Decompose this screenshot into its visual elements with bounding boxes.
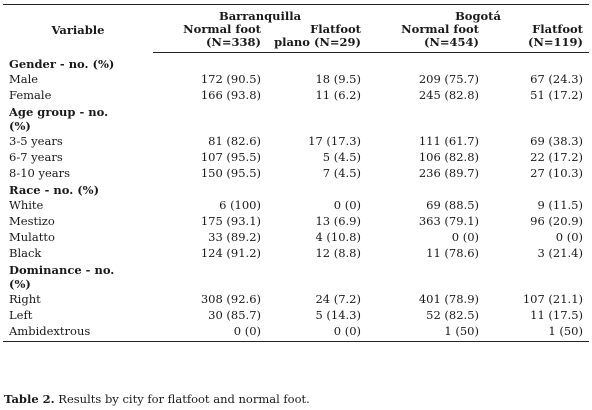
table-cell: 209 (75.7) <box>418 72 479 86</box>
row-label: Female <box>9 88 52 102</box>
table-cell: 5 (4.5) <box>322 150 361 164</box>
table-row: Left 30 (85.7) 5 (14.3) 52 (82.5) 11 (17.5) <box>3 307 589 323</box>
table-cell: 30 (85.7) <box>208 308 261 322</box>
table-cell: 96 (20.9) <box>530 214 583 228</box>
table-cell: 0 (0) <box>333 198 361 212</box>
table-cell: 11 (17.5) <box>530 308 583 322</box>
table-cell: 401 (78.9) <box>418 292 479 306</box>
table-row: Right 308 (92.6) 24 (7.2) 401 (78.9) 107 (21… <box>3 291 589 307</box>
caption-text: Results by city for flatfoot and normal … <box>54 392 310 406</box>
variable-header: Variable <box>3 4 153 53</box>
results-table: Variable Barranquilla Bogotá Normal foot… <box>3 4 589 342</box>
table-cell: 67 (24.3) <box>530 72 583 86</box>
table-cell: 107 (21.1) <box>522 292 583 306</box>
table-cell: 69 (88.5) <box>426 198 479 212</box>
table-cell: 0 (0) <box>267 323 367 342</box>
row-label: Right <box>9 292 41 306</box>
table-cell: 9 (11.5) <box>537 198 583 212</box>
column-header: Flatfoot (N=119) <box>485 23 589 53</box>
row-label: Male <box>9 72 39 86</box>
table-cell: 236 (89.7) <box>418 166 479 180</box>
caption-label: Table 2. <box>4 392 55 406</box>
table-row: 3-5 years 81 (82.6) 17 (17.3) 111 (61.7) 69 … <box>3 133 589 149</box>
table-row: Female 166 (93.8) 11 (6.2) 245 (82.8) 51 (17… <box>3 87 589 103</box>
table-cell: 106 (82.8) <box>418 150 479 164</box>
table-row: White 6 (100) 0 (0) 69 (88.5) 9 (11.5) <box>3 197 589 213</box>
column-header: Normal foot (N=454) <box>367 23 485 53</box>
section-header-row: Gender - no. (%) <box>3 53 589 71</box>
row-label: Black <box>9 246 42 260</box>
table-cell: 17 (17.3) <box>308 134 361 148</box>
row-label: Left <box>9 308 33 322</box>
table-cell: 51 (17.2) <box>530 88 583 102</box>
table-row: Mestizo 175 (93.1) 13 (6.9) 363 (79.1) 96 (2… <box>3 213 589 229</box>
table-cell: 245 (82.8) <box>418 88 479 102</box>
table-row: 6-7 years 107 (95.5) 5 (4.5) 106 (82.8) 22 (… <box>3 149 589 165</box>
section-title: Race - no. (%) <box>9 183 100 197</box>
table-caption: Table 2. Results by city for flatfoot an… <box>4 392 310 406</box>
section-title: Age group - no. (%) <box>9 105 109 133</box>
table-cell: 69 (38.3) <box>530 134 583 148</box>
table-cell: 11 (6.2) <box>315 88 361 102</box>
section-header-row: Age group - no. (%) <box>3 103 589 133</box>
table-cell: 1 (50) <box>485 323 589 342</box>
table-cell: 33 (89.2) <box>208 230 261 244</box>
table-cell: 18 (9.5) <box>315 72 361 86</box>
table-cell: 111 (61.7) <box>418 134 479 148</box>
table-cell: 27 (10.3) <box>530 166 583 180</box>
section-header-row: Race - no. (%) <box>3 181 589 197</box>
table-cell: 0 (0) <box>555 230 583 244</box>
table-cell: 5 (14.3) <box>315 308 361 322</box>
section-header-row: Dominance - no. (%) <box>3 261 589 291</box>
table-cell: 175 (93.1) <box>200 214 261 228</box>
row-label: Ambidextrous <box>3 323 153 342</box>
table-cell: 172 (90.5) <box>200 72 261 86</box>
table-cell: 6 (100) <box>219 198 261 212</box>
table-cell: 81 (82.6) <box>208 134 261 148</box>
table-header: Variable Barranquilla Bogotá Normal foot… <box>3 4 589 53</box>
row-label: 6-7 years <box>9 150 63 164</box>
table-row: Ambidextrous 0 (0) 0 (0) 1 (50) 1 (50) <box>3 323 589 342</box>
table-cell: 1 (50) <box>367 323 485 342</box>
table-cell: 52 (82.5) <box>426 308 479 322</box>
table-cell: 166 (93.8) <box>200 88 261 102</box>
table-cell: 12 (8.8) <box>315 246 361 260</box>
row-label: Mulatto <box>9 230 55 244</box>
table-row: 8-10 years 150 (95.5) 7 (4.5) 236 (89.7) 27 … <box>3 165 589 181</box>
table-cell: 150 (95.5) <box>200 166 261 180</box>
table-body: Gender - no. (%) Male 172 (90.5) 18 (9.5) 20… <box>3 53 589 342</box>
table-row: Male 172 (90.5) 18 (9.5) 209 (75.7) 67 (24.3… <box>3 71 589 87</box>
city-header-bogota: Bogotá <box>367 4 589 23</box>
table-cell: 0 (0) <box>153 323 267 342</box>
row-label: 3-5 years <box>9 134 63 148</box>
section-title: Dominance - no. (%) <box>9 263 115 291</box>
section-title: Gender - no. (%) <box>9 57 115 71</box>
table-cell: 22 (17.2) <box>530 150 583 164</box>
table-cell: 24 (7.2) <box>315 292 361 306</box>
row-label: Mestizo <box>9 214 55 228</box>
table-cell: 124 (91.2) <box>200 246 261 260</box>
city-header-barranquilla: Barranquilla <box>153 4 367 23</box>
column-header: Normal foot (N=338) <box>153 23 267 53</box>
table-cell: 308 (92.6) <box>200 292 261 306</box>
table-row: Mulatto 33 (89.2) 4 (10.8) 0 (0) 0 (0) <box>3 229 589 245</box>
table-cell: 363 (79.1) <box>418 214 479 228</box>
table-cell: 11 (78.6) <box>426 246 479 260</box>
table-cell: 13 (6.9) <box>315 214 361 228</box>
row-label: 8-10 years <box>9 166 71 180</box>
table-row: Black 124 (91.2) 12 (8.8) 11 (78.6) 3 (21.4) <box>3 245 589 261</box>
column-header: Flatfoot plano (N=29) <box>267 23 367 53</box>
row-label: White <box>9 198 44 212</box>
table-cell: 107 (95.5) <box>200 150 261 164</box>
table-cell: 3 (21.4) <box>537 246 583 260</box>
table-cell: 4 (10.8) <box>315 230 361 244</box>
table-cell: 7 (4.5) <box>322 166 361 180</box>
table-cell: 0 (0) <box>451 230 479 244</box>
